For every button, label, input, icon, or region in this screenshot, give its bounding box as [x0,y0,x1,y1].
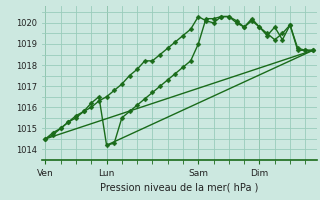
X-axis label: Pression niveau de la mer( hPa ): Pression niveau de la mer( hPa ) [100,182,258,192]
